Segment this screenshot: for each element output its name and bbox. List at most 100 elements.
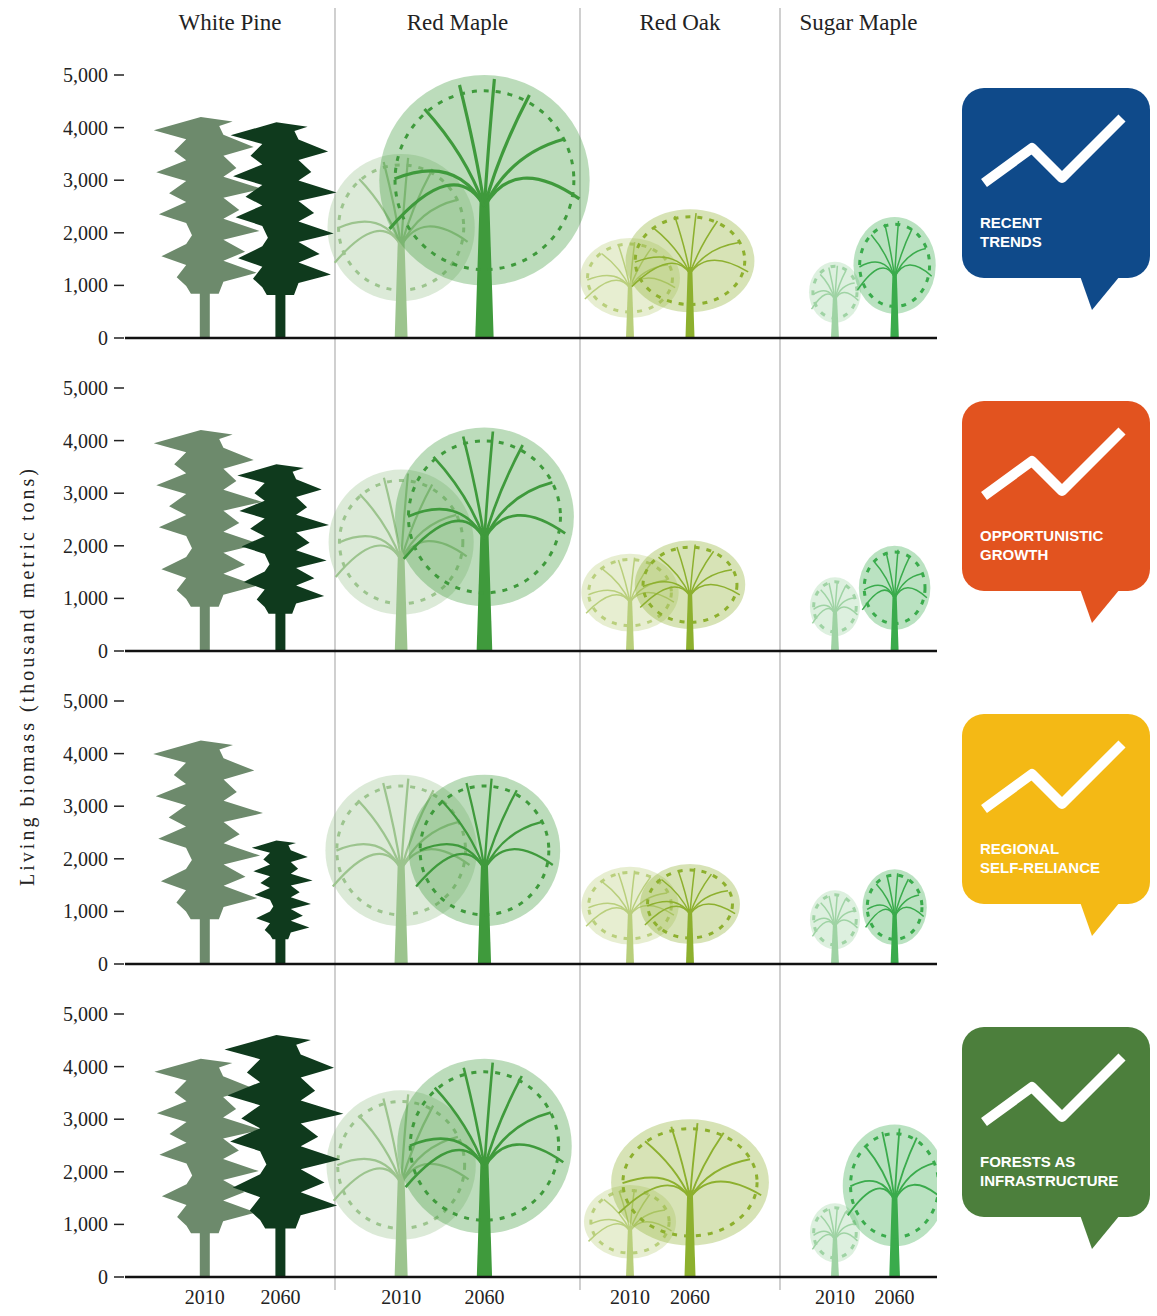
branch <box>690 891 728 914</box>
branch <box>835 292 858 300</box>
tick <box>114 179 124 181</box>
branch <box>690 1159 750 1198</box>
scenario-title: RECENTTRENDS <box>980 214 1042 250</box>
scenario-icon <box>962 401 1150 591</box>
scenario-icon <box>962 714 1150 904</box>
tree <box>409 775 560 964</box>
tick-label: 4,000 <box>63 117 108 139</box>
baseline <box>125 963 937 966</box>
tree <box>626 209 755 338</box>
branch <box>690 874 711 914</box>
branch <box>675 216 690 273</box>
year-label: 2010 <box>381 1286 421 1308</box>
tree <box>611 1119 769 1277</box>
tick <box>114 1224 124 1226</box>
tick-label: 4,000 <box>63 1056 108 1078</box>
tree <box>862 869 926 964</box>
title-line: REGIONAL <box>980 840 1059 857</box>
year-label: 2010 <box>815 1286 855 1308</box>
tree <box>379 75 589 338</box>
tick-label: 5,000 <box>63 690 108 712</box>
foliage <box>420 786 549 915</box>
tick-label: 2,000 <box>63 535 108 557</box>
foliage <box>867 875 922 939</box>
branch <box>835 283 855 300</box>
crown <box>225 1035 344 1229</box>
branch <box>895 249 926 278</box>
column-separator <box>779 8 780 1290</box>
tree <box>809 262 861 338</box>
tick-label: 5,000 <box>63 377 108 399</box>
title-line: OPPORTUNISTIC <box>980 527 1104 544</box>
tree <box>154 117 262 338</box>
branch <box>335 231 401 263</box>
tick <box>114 440 124 442</box>
tree <box>859 546 931 651</box>
foliage <box>860 224 930 306</box>
branch <box>835 607 858 615</box>
tick-label: 0 <box>98 640 108 662</box>
tick <box>114 1276 124 1278</box>
branch <box>895 588 927 599</box>
tick <box>114 1171 124 1173</box>
tick <box>114 911 124 913</box>
tick-label: 3,000 <box>63 1108 108 1130</box>
trunk <box>395 551 408 651</box>
marks <box>153 741 927 965</box>
tick-label: 5,000 <box>63 64 108 86</box>
tick <box>114 337 124 339</box>
title-line: INFRASTRUCTURE <box>980 1172 1118 1189</box>
trunk <box>890 271 898 338</box>
tick <box>114 285 124 287</box>
tick <box>114 232 124 234</box>
trunk <box>477 528 493 651</box>
tick <box>114 753 124 755</box>
branch <box>690 243 739 274</box>
tree <box>231 122 337 338</box>
branch <box>835 1233 858 1241</box>
axis-range <box>125 388 126 651</box>
tree <box>640 864 740 964</box>
tick <box>114 650 124 652</box>
baseline <box>125 650 937 653</box>
tick-label: 0 <box>98 1266 108 1288</box>
foliage <box>851 1134 937 1238</box>
year-label: 2010 <box>610 1286 650 1308</box>
branch <box>484 482 552 539</box>
branch <box>690 1182 761 1199</box>
branch <box>885 224 895 278</box>
icon-tail <box>1080 1215 1120 1249</box>
branch <box>677 547 690 596</box>
foliage <box>814 582 857 632</box>
icon-glyph <box>984 1057 1122 1122</box>
branch <box>484 790 516 869</box>
branch <box>333 854 401 887</box>
tree <box>153 741 263 965</box>
title-line: FORESTS AS <box>980 1153 1075 1170</box>
tree <box>810 577 860 651</box>
crown <box>843 1124 937 1246</box>
icon-glyph <box>984 118 1122 183</box>
foliage <box>643 547 737 622</box>
branch <box>334 1168 401 1200</box>
tick <box>114 545 124 547</box>
icon-tail <box>1080 902 1120 936</box>
tick-label: 1,000 <box>63 1213 108 1235</box>
trunk <box>478 860 491 964</box>
title-line: SELF-RELIANCE <box>980 859 1100 876</box>
branch <box>882 1132 894 1201</box>
tree <box>252 840 313 964</box>
tree <box>810 890 860 964</box>
branch <box>484 822 542 870</box>
tree <box>154 430 262 651</box>
branch <box>464 1068 485 1168</box>
branch <box>416 854 484 887</box>
title-line: RECENT <box>980 214 1042 231</box>
column-head: Red Maple <box>407 10 509 35</box>
marks <box>154 427 931 651</box>
tick-label: 3,000 <box>63 169 108 191</box>
tree <box>843 1124 937 1277</box>
year-label: 2060 <box>875 1286 915 1308</box>
column-head: Sugar Maple <box>799 10 917 35</box>
branch <box>484 95 529 207</box>
